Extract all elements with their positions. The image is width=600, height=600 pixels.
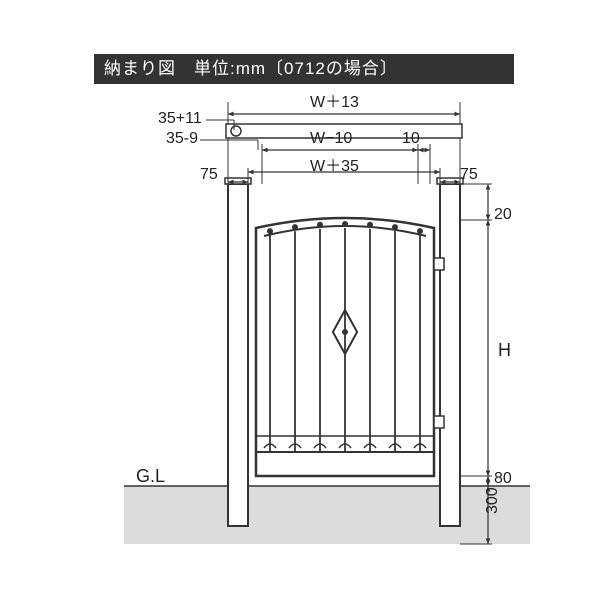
dim-w-plus-13: W＋13 — [310, 88, 359, 112]
dim-75-right: 75 — [460, 166, 478, 184]
gl-label: G.L — [136, 466, 165, 487]
diagram-svg — [60, 90, 540, 570]
title-text: 納まり図 単位:mm〔0712の場合〕 — [104, 59, 398, 78]
dim-35-11: 35+11 — [158, 110, 202, 128]
dim-10: 10 — [402, 130, 420, 148]
title-bar: 納まり図 単位:mm〔0712の場合〕 — [94, 54, 514, 84]
dim-w-minus-10: W−10 — [310, 130, 352, 148]
dim-75-left: 75 — [200, 166, 218, 184]
diagram-container: W＋13 35+11 35-9 W−10 10 W＋35 75 75 20 H … — [60, 90, 540, 570]
dim-35-9: 35-9 — [166, 130, 198, 148]
dim-80: 80 — [494, 470, 512, 488]
dim-20: 20 — [494, 206, 512, 224]
dim-h: H — [498, 340, 511, 361]
dim-w-plus-35: W＋35 — [310, 152, 359, 176]
dim-300: 300 — [484, 487, 502, 514]
